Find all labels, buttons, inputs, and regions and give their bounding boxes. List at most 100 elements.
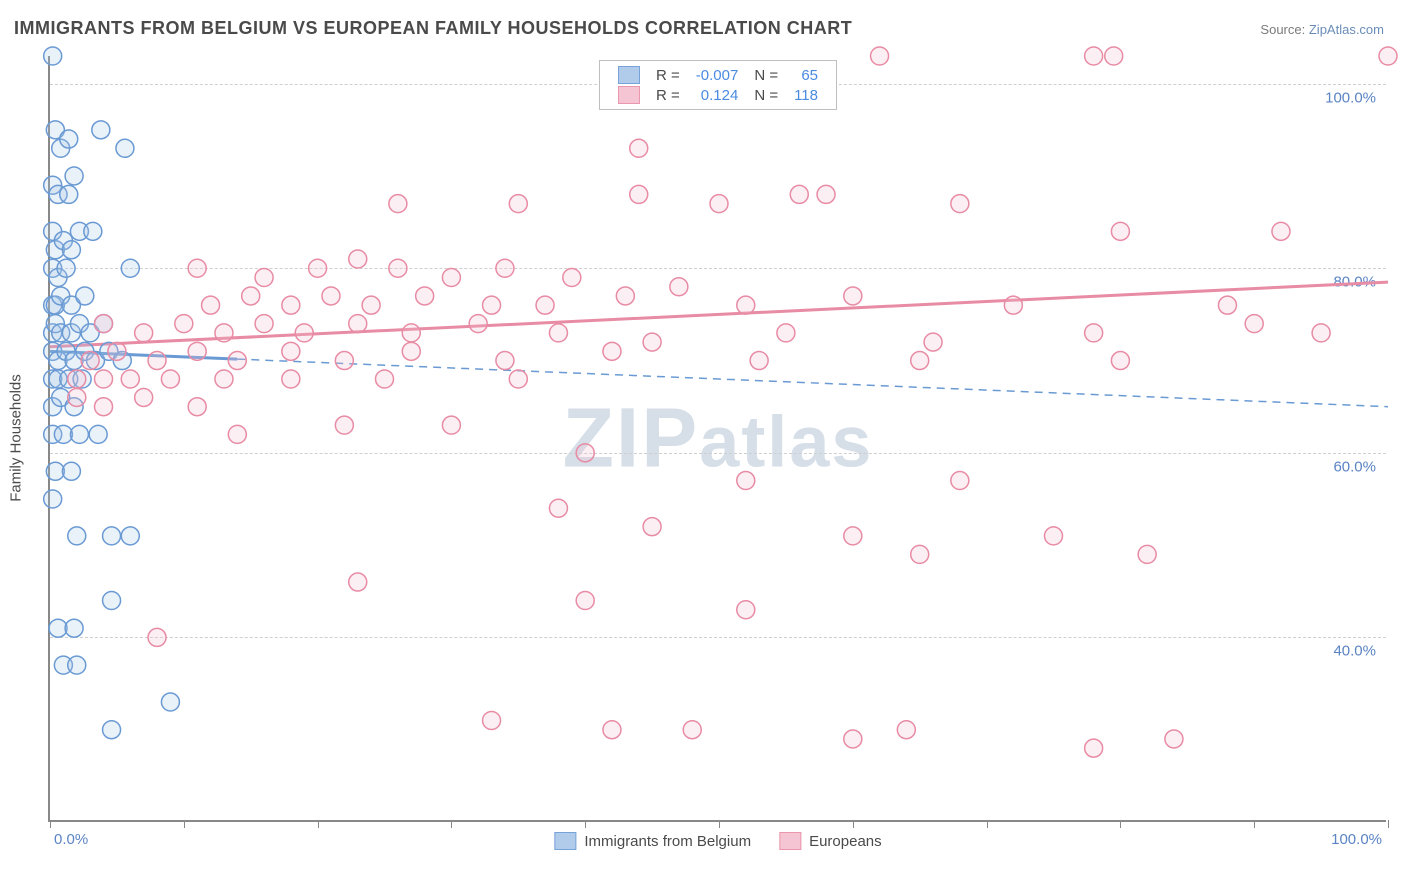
data-point-european <box>349 250 367 268</box>
source-label: Source: <box>1260 22 1305 37</box>
data-point-european <box>683 721 701 739</box>
data-point-european <box>911 545 929 563</box>
data-point-belgium <box>68 656 86 674</box>
data-point-european <box>1272 222 1290 240</box>
data-point-european <box>509 195 527 213</box>
r-label: R = <box>648 85 688 105</box>
data-point-belgium <box>121 259 139 277</box>
data-point-european <box>469 315 487 333</box>
x-tick <box>1120 820 1121 828</box>
source-attribution: Source: ZipAtlas.com <box>1260 22 1384 37</box>
data-point-belgium <box>62 462 80 480</box>
r-value: 0.124 <box>688 85 747 105</box>
legend-swatch-european <box>618 86 640 104</box>
data-point-belgium <box>62 241 80 259</box>
data-point-european <box>402 324 420 342</box>
data-point-european <box>536 296 554 314</box>
x-axis-max-label: 100.0% <box>1331 831 1382 848</box>
data-point-european <box>483 711 501 729</box>
x-tick <box>1254 820 1255 828</box>
data-point-european <box>563 268 581 286</box>
data-point-european <box>282 370 300 388</box>
data-point-european <box>215 370 233 388</box>
data-point-european <box>951 195 969 213</box>
data-point-european <box>643 518 661 536</box>
plot-area: Family Households ZIPatlas 40.0%60.0%80.… <box>48 56 1386 822</box>
data-point-belgium <box>161 693 179 711</box>
data-point-european <box>349 573 367 591</box>
data-point-european <box>737 601 755 619</box>
data-point-european <box>242 287 260 305</box>
data-point-european <box>496 352 514 370</box>
data-point-european <box>911 352 929 370</box>
data-point-belgium <box>70 425 88 443</box>
data-point-belgium <box>103 592 121 610</box>
r-label: R = <box>648 65 688 85</box>
x-axis-min-label: 0.0% <box>54 831 88 848</box>
data-point-european <box>81 352 99 370</box>
data-point-european <box>416 287 434 305</box>
data-point-european <box>362 296 380 314</box>
data-point-belgium <box>103 527 121 545</box>
legend-stats-row-european: R =0.124N =118 <box>610 85 826 105</box>
data-point-european <box>389 259 407 277</box>
data-point-belgium <box>54 425 72 443</box>
data-point-european <box>1085 739 1103 757</box>
data-point-european <box>295 324 313 342</box>
data-point-european <box>188 259 206 277</box>
data-point-european <box>135 324 153 342</box>
data-point-european <box>95 398 113 416</box>
data-point-european <box>228 425 246 443</box>
data-point-european <box>68 370 86 388</box>
data-point-european <box>844 527 862 545</box>
data-point-european <box>282 342 300 360</box>
data-point-european <box>335 352 353 370</box>
data-point-european <box>148 352 166 370</box>
data-point-european <box>1218 296 1236 314</box>
data-point-european <box>844 287 862 305</box>
data-point-european <box>228 352 246 370</box>
data-point-european <box>844 730 862 748</box>
data-point-european <box>576 592 594 610</box>
n-label: N = <box>746 85 786 105</box>
data-point-european <box>335 416 353 434</box>
data-point-european <box>68 388 86 406</box>
data-point-european <box>1165 730 1183 748</box>
x-tick <box>853 820 854 828</box>
data-point-european <box>710 195 728 213</box>
data-point-european <box>549 499 567 517</box>
data-point-european <box>643 333 661 351</box>
data-point-european <box>496 259 514 277</box>
trend-line-dashed-belgium <box>237 359 1388 407</box>
legend-label: Europeans <box>809 833 882 850</box>
source-value: ZipAtlas.com <box>1309 22 1384 37</box>
data-point-european <box>215 324 233 342</box>
data-point-european <box>737 296 755 314</box>
data-point-belgium <box>84 222 102 240</box>
data-point-european <box>442 416 460 434</box>
data-point-european <box>309 259 327 277</box>
data-point-belgium <box>49 619 67 637</box>
data-point-european <box>1085 324 1103 342</box>
data-point-european <box>349 315 367 333</box>
n-value: 65 <box>786 65 826 85</box>
legend-label: Immigrants from Belgium <box>584 833 751 850</box>
data-point-european <box>188 342 206 360</box>
legend-stats-box: R =-0.007N =65R =0.124N =118 <box>599 60 837 110</box>
scatter-svg <box>50 56 1386 820</box>
data-point-belgium <box>116 139 134 157</box>
data-point-european <box>148 628 166 646</box>
data-point-european <box>483 296 501 314</box>
y-axis-label: Family Households <box>8 374 25 502</box>
data-point-european <box>871 47 889 65</box>
x-tick <box>50 820 51 828</box>
n-label: N = <box>746 65 786 85</box>
data-point-european <box>1085 47 1103 65</box>
data-point-european <box>924 333 942 351</box>
legend-swatch-belgium <box>554 832 576 850</box>
data-point-european <box>1045 527 1063 545</box>
data-point-european <box>777 324 795 342</box>
data-point-european <box>670 278 688 296</box>
data-point-european <box>389 195 407 213</box>
data-point-european <box>255 268 273 286</box>
